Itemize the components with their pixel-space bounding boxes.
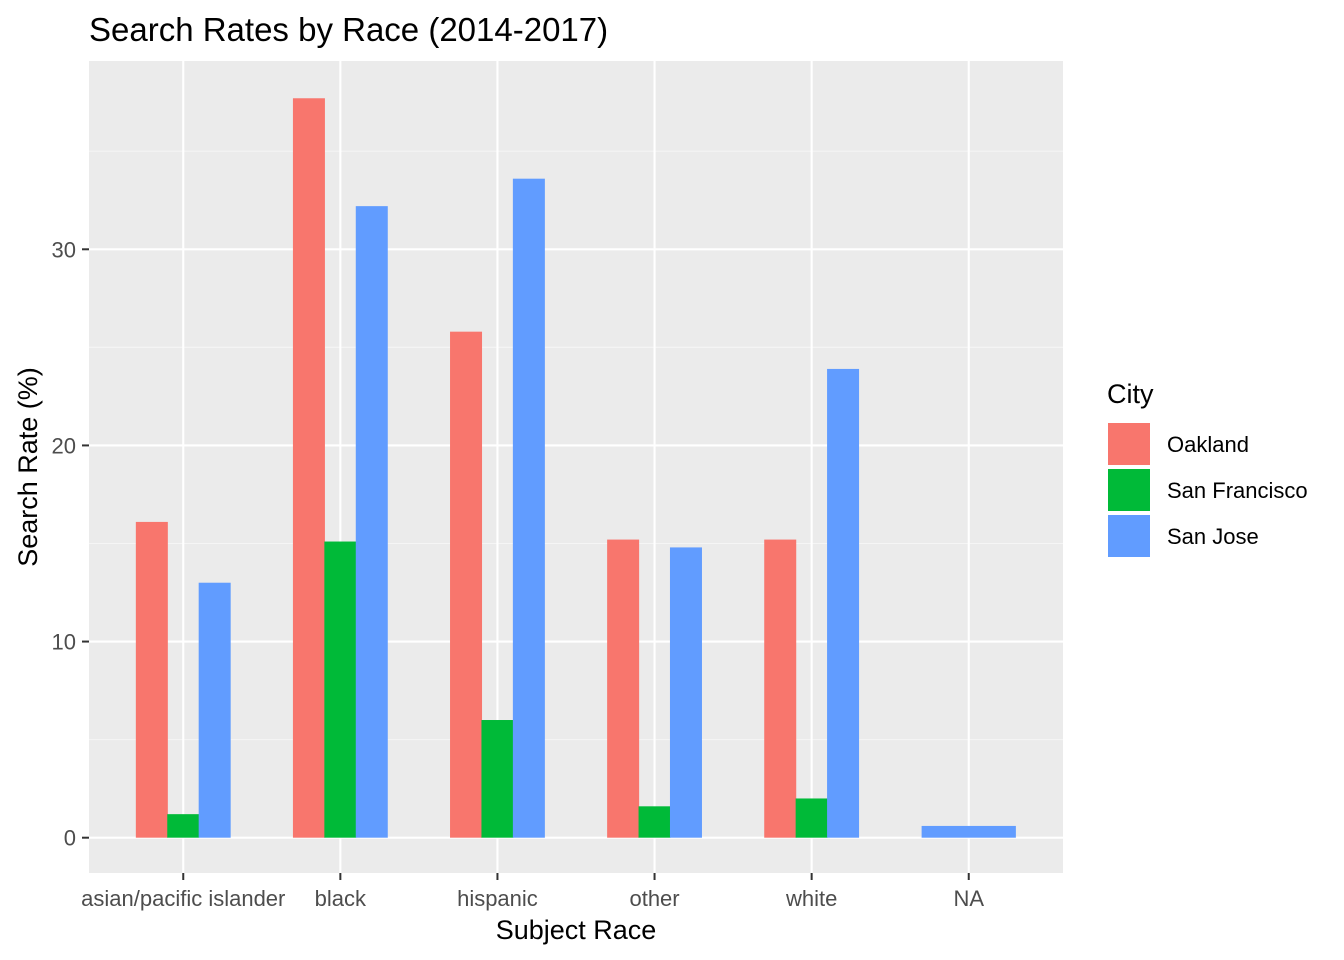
legend-label: Oakland <box>1167 432 1249 457</box>
bar-san-francisco <box>167 814 200 838</box>
x-tick-label: hispanic <box>457 886 538 911</box>
x-tick-label: white <box>785 886 837 911</box>
bar-san-jose <box>921 825 1016 838</box>
y-tick-label: 30 <box>52 237 76 262</box>
chart-title: Search Rates by Race (2014-2017) <box>89 11 608 48</box>
plot-panel <box>89 61 1063 873</box>
legend: City Oakland San Francisco San Jose <box>1106 379 1308 559</box>
bar-san-jose <box>669 547 702 838</box>
y-axis-title: Search Rate (%) <box>13 367 43 567</box>
legend-key-san-jose <box>1106 513 1152 559</box>
bar-oakland <box>450 331 483 838</box>
legend-key-san-francisco <box>1106 467 1152 513</box>
bar-oakland <box>607 539 640 838</box>
x-axis-title: Subject Race <box>496 915 657 945</box>
grid-layer <box>89 61 1063 873</box>
x-tick-label: NA <box>953 886 984 911</box>
bar-san-francisco <box>481 720 514 838</box>
bar-san-francisco <box>795 798 828 838</box>
bar-san-francisco <box>324 541 357 838</box>
bar-san-jose <box>512 178 545 838</box>
legend-label: San Jose <box>1167 524 1259 549</box>
y-tick-label: 20 <box>52 433 76 458</box>
legend-title: City <box>1107 379 1154 409</box>
y-tick-label: 10 <box>52 630 76 655</box>
x-tick-label: other <box>629 886 679 911</box>
bars-layer <box>135 98 1016 838</box>
bar-san-jose <box>827 368 860 838</box>
x-tick-label: black <box>315 886 367 911</box>
bar-san-jose <box>355 206 388 838</box>
x-tick-label: asian/pacific islander <box>81 886 285 911</box>
legend-label: San Francisco <box>1167 478 1308 503</box>
bar-oakland <box>292 98 325 838</box>
y-axis: 0 10 20 30 <box>52 237 89 851</box>
bar-oakland <box>135 521 168 838</box>
y-tick-label: 0 <box>64 826 76 851</box>
bar-oakland <box>764 539 797 838</box>
legend-items: Oakland San Francisco San Jose <box>1106 421 1308 559</box>
bar-san-jose <box>198 582 231 838</box>
bar-san-francisco <box>638 806 671 838</box>
legend-key-oakland <box>1106 421 1152 467</box>
x-axis: asian/pacific islander black hispanic other… <box>81 873 984 911</box>
